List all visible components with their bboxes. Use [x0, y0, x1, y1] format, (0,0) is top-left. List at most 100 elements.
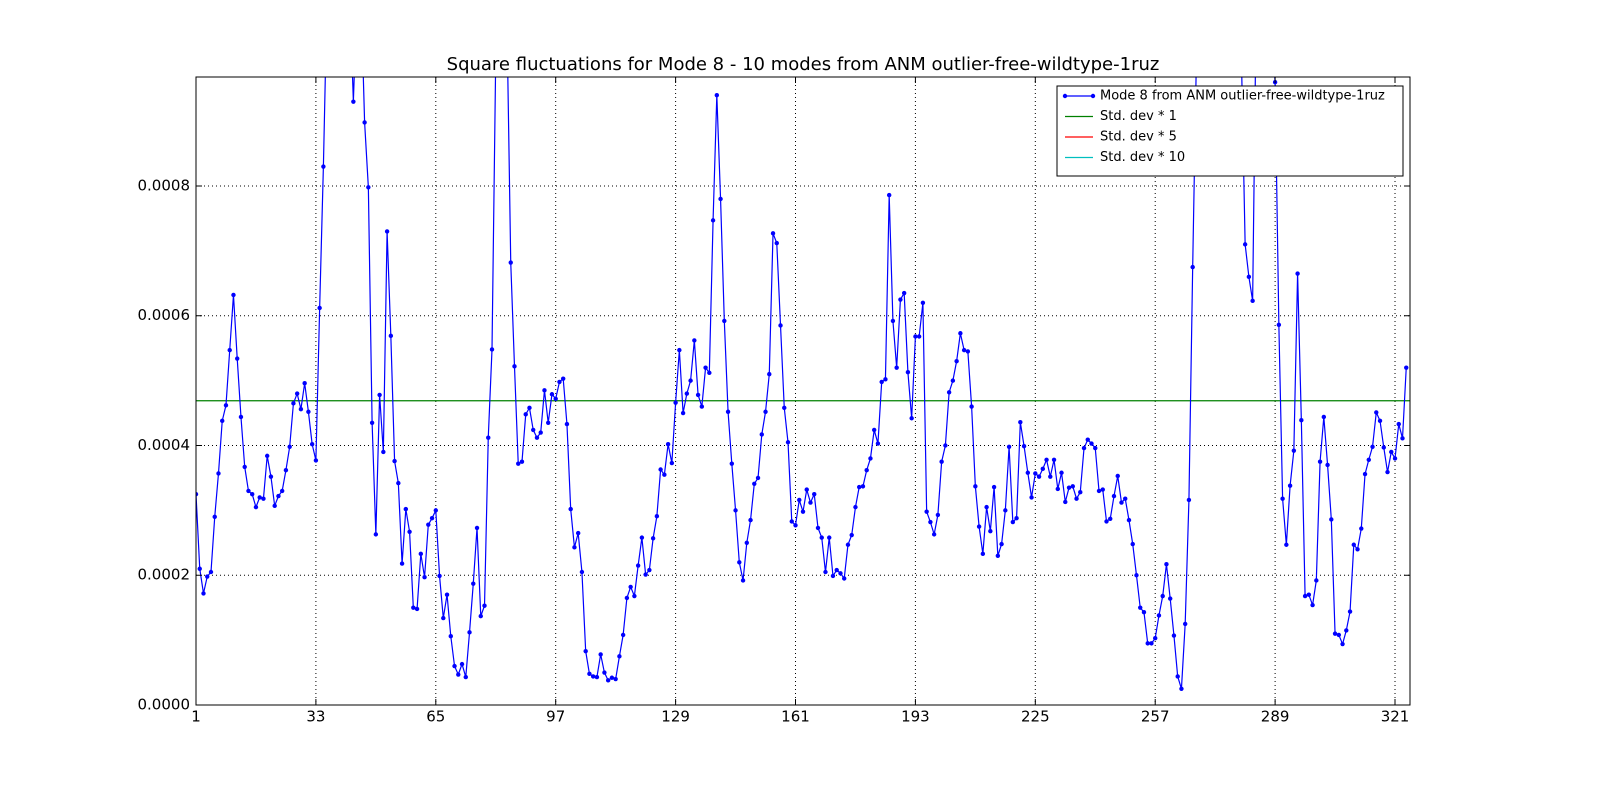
data-point — [838, 571, 843, 576]
data-point — [366, 185, 371, 190]
data-point — [1377, 418, 1383, 424]
data-point — [871, 427, 877, 433]
data-point — [1160, 593, 1165, 599]
data-point — [1081, 445, 1087, 451]
data-point — [812, 491, 817, 497]
data-point — [774, 240, 779, 246]
data-point — [797, 497, 802, 503]
data-point — [635, 563, 641, 568]
data-point — [617, 654, 622, 659]
data-point — [1096, 488, 1102, 494]
data-point — [1123, 496, 1128, 501]
data-point — [613, 676, 618, 682]
data-point — [238, 414, 244, 420]
data-point — [201, 591, 206, 596]
data-point — [973, 484, 978, 489]
data-point — [253, 504, 259, 510]
legend: Mode 8 from ANM outlier-free-wildtype-1r… — [1056, 85, 1404, 177]
data-point — [860, 484, 866, 489]
data-line — [196, 77, 1407, 689]
y-tick-label: 0.0004 — [138, 436, 191, 454]
data-point — [650, 536, 656, 541]
data-point — [575, 530, 581, 536]
data-point — [1362, 471, 1368, 477]
data-point — [418, 551, 424, 557]
data-point — [467, 630, 472, 635]
data-point — [695, 392, 701, 398]
data-point — [789, 519, 794, 524]
data-point — [268, 474, 274, 479]
data-point — [961, 347, 967, 353]
data-point — [587, 671, 592, 677]
x-tick-label: 321 — [1381, 708, 1410, 726]
data-point — [1336, 632, 1342, 638]
data-point — [250, 491, 255, 497]
x-tick-label: 65 — [426, 708, 445, 726]
data-point — [1284, 542, 1289, 547]
data-point — [1164, 562, 1169, 567]
data-point — [752, 481, 757, 486]
data-point — [913, 334, 918, 339]
data-point — [1138, 605, 1143, 610]
data-point — [1134, 573, 1139, 578]
data-point — [628, 584, 633, 590]
data-point — [729, 461, 735, 466]
data-point — [1299, 417, 1304, 423]
data-point — [950, 378, 956, 383]
data-point — [1186, 497, 1192, 503]
data-point — [1389, 449, 1394, 455]
data-point — [1063, 499, 1068, 505]
data-point — [890, 318, 896, 324]
data-point — [1182, 621, 1188, 627]
data-point — [549, 392, 555, 397]
data-point — [688, 378, 693, 383]
data-point — [223, 403, 229, 408]
data-point — [1242, 242, 1248, 247]
data-point — [246, 488, 251, 494]
data-point — [744, 540, 749, 546]
data-point — [523, 412, 528, 417]
data-point — [407, 529, 412, 534]
data-point — [1246, 274, 1252, 280]
legend-label: Mode 8 from ANM outlier-free-wildtype-1r… — [1100, 89, 1385, 104]
data-point — [965, 349, 971, 354]
data-point — [857, 484, 862, 490]
data-point — [396, 480, 401, 486]
data-point — [785, 440, 791, 445]
data-point — [553, 396, 558, 401]
data-point — [969, 404, 974, 409]
data-point — [624, 595, 630, 601]
x-tick-label: 257 — [1141, 708, 1170, 726]
data-point — [793, 523, 798, 528]
y-tick-label: 0.0008 — [138, 176, 191, 194]
ticks: 1 33 65 97 129 161 193 225 257 289 321 0.0000 0.0002… — [138, 77, 1410, 726]
data-point — [197, 566, 202, 571]
data-point — [1332, 631, 1338, 636]
data-point — [459, 661, 465, 667]
data-point — [654, 514, 660, 519]
data-point — [1355, 547, 1360, 552]
data-point — [699, 404, 705, 409]
data-point — [212, 514, 217, 520]
x-tick-label: 1 — [191, 708, 201, 726]
data-point — [868, 456, 873, 461]
data-point — [946, 390, 952, 395]
data-point — [1029, 495, 1034, 500]
data-point — [1344, 628, 1349, 633]
data-point — [456, 672, 461, 677]
data-point — [605, 678, 611, 683]
data-point — [403, 506, 409, 512]
legend-frame — [1056, 85, 1404, 177]
data-point — [1048, 474, 1053, 479]
data-point — [279, 488, 285, 494]
data-point — [894, 365, 899, 370]
data-point — [755, 475, 761, 481]
data-point — [381, 449, 386, 455]
data-point — [1280, 496, 1285, 501]
data-point — [916, 334, 922, 339]
data-point — [1325, 462, 1330, 468]
data-point — [1302, 593, 1308, 599]
data-point — [1190, 264, 1195, 270]
data-point — [557, 379, 562, 385]
data-point — [1003, 508, 1008, 513]
